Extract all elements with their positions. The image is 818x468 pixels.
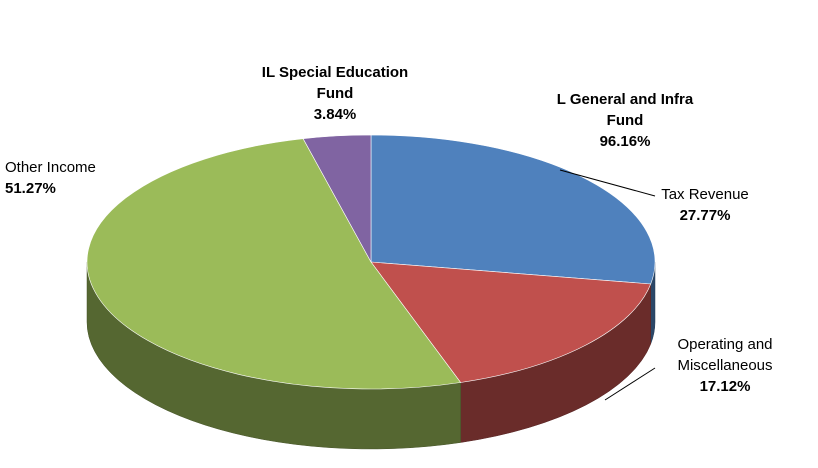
value-label: 3.84% <box>313 106 357 123</box>
slice <box>370 134 656 285</box>
slice <box>370 261 652 383</box>
category-label: IL Special Education Fund <box>261 64 409 102</box>
annotation-value: 96.16% <box>599 133 651 150</box>
value-label: 51.27% <box>5 180 56 197</box>
category-label: Other Income <box>5 159 96 176</box>
data-label: IL Special Education Fund 3.84% <box>255 62 415 125</box>
category-label: Operating and Miscellaneous <box>677 336 773 374</box>
data-label: Other Income 51.27% <box>5 157 145 199</box>
annotation: L General and Infra Fund 96.16% <box>540 89 710 152</box>
data-label: Tax Revenue 27.77% <box>640 184 770 226</box>
value-label: 17.12% <box>699 378 751 395</box>
data-label: Operating and Miscellaneous 17.12% <box>650 334 800 397</box>
annotation-text: L General and Infra Fund <box>556 91 694 129</box>
value-label: 27.77% <box>679 207 731 224</box>
slice <box>86 138 462 390</box>
leader-line <box>604 367 656 401</box>
category-label: Tax Revenue <box>661 186 749 203</box>
leader-line <box>559 169 656 197</box>
slice <box>302 134 372 263</box>
